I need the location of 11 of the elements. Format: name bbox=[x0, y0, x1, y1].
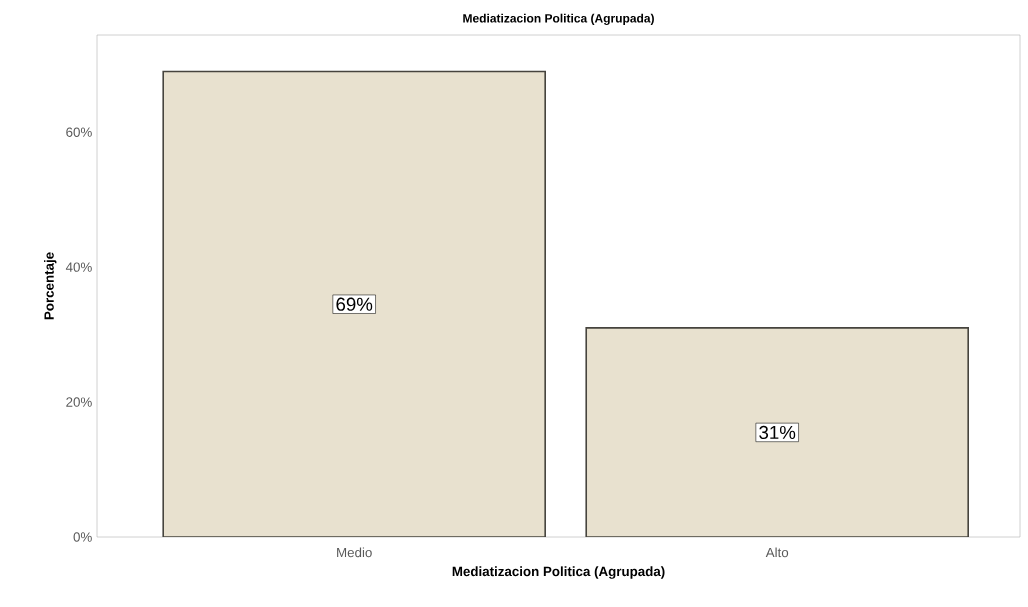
y-axis-title: Porcentaje bbox=[44, 252, 57, 320]
y-tick-label: 60% bbox=[66, 127, 92, 137]
chart-title: Mediatizacion Politica (Agrupada) bbox=[463, 13, 654, 25]
y-tick-label: 0% bbox=[73, 532, 92, 542]
y-tick-label: 20% bbox=[66, 397, 92, 407]
x-tick-label: Alto bbox=[765, 547, 789, 558]
x-axis-title: Mediatizacion Politica (Agrupada) bbox=[452, 566, 665, 579]
y-tick-label: 40% bbox=[65, 262, 92, 272]
data-label: 31% bbox=[759, 425, 796, 440]
x-tick-label: Medio bbox=[337, 547, 372, 558]
data-label: 69% bbox=[336, 297, 373, 311]
